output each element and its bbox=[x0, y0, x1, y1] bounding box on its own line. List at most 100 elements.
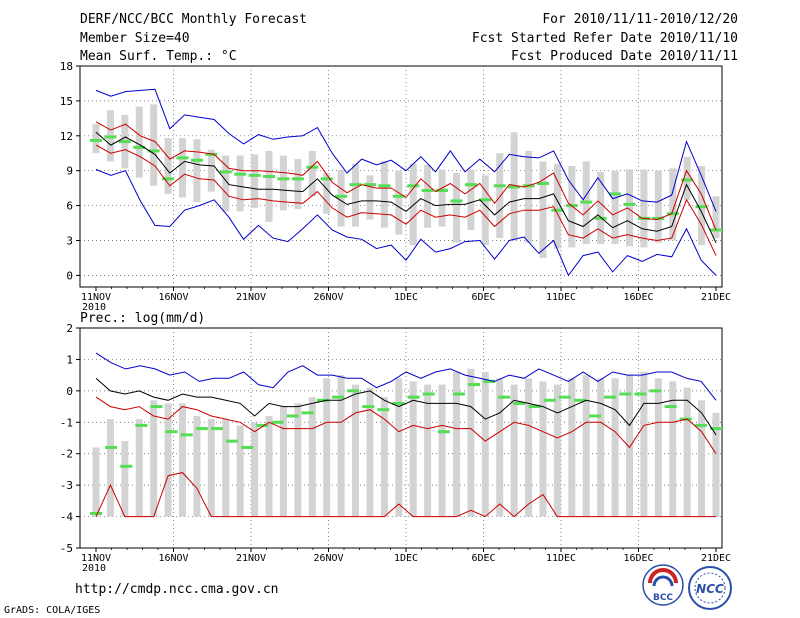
temp-xtick-year: 2010 bbox=[82, 302, 106, 313]
temp-climatology-mark bbox=[464, 183, 477, 187]
prec-range-bar bbox=[640, 372, 648, 517]
temp-climatology-mark bbox=[248, 173, 261, 177]
temp-range-bar bbox=[323, 173, 331, 214]
prec-climatology-mark bbox=[195, 427, 208, 431]
prec-ytick-label: -5 bbox=[60, 542, 73, 555]
temp-range-bar bbox=[337, 169, 345, 227]
prec-climatology-mark bbox=[286, 414, 299, 418]
temp-range-bar bbox=[164, 138, 172, 194]
temp-climatology-mark bbox=[349, 183, 362, 187]
temp-range-bar bbox=[294, 159, 302, 210]
temp-range-bar bbox=[265, 150, 273, 222]
temp-frame bbox=[79, 65, 723, 288]
prec-climatology-mark bbox=[226, 439, 239, 443]
prec-climatology-mark bbox=[347, 389, 360, 393]
temp-climatology-mark bbox=[133, 145, 146, 149]
temp-climatology-mark bbox=[450, 199, 463, 203]
temp-series-lower bbox=[95, 144, 717, 256]
temp-range-bar bbox=[597, 171, 605, 244]
temp-ytick-label: 3 bbox=[66, 234, 73, 247]
prec-range-bar bbox=[409, 381, 417, 517]
member-size-label: Member Size=40 bbox=[80, 31, 190, 46]
prec-climatology-mark bbox=[165, 430, 178, 434]
prec-climatology-mark bbox=[528, 405, 541, 409]
temp-range-bar bbox=[438, 169, 446, 227]
prec-climatology-mark bbox=[392, 401, 405, 405]
prec-climatology-mark bbox=[619, 392, 632, 396]
temp-range-bar bbox=[467, 169, 475, 231]
temp-climatology-mark bbox=[291, 177, 304, 181]
temp-climatology-mark bbox=[176, 156, 189, 160]
prec-range-bar bbox=[352, 384, 360, 517]
prec-climatology-mark bbox=[422, 392, 435, 396]
prec-climatology-mark bbox=[468, 383, 481, 387]
prec-climatology-mark bbox=[589, 414, 602, 418]
prec-range-bar bbox=[438, 384, 446, 517]
prec-range-bar bbox=[279, 406, 287, 517]
temp-range-bar bbox=[424, 164, 432, 228]
temp-range-bar bbox=[352, 163, 360, 227]
prec-climatology-mark bbox=[558, 395, 571, 399]
prec-climatology-mark bbox=[634, 392, 647, 396]
prec-range-bar bbox=[323, 378, 331, 517]
temp-range-bar bbox=[712, 196, 720, 239]
prec-series-max bbox=[95, 352, 717, 401]
temp-series-min bbox=[95, 169, 717, 277]
prec-climatology-mark bbox=[452, 392, 465, 396]
temp-climatology-mark bbox=[710, 228, 722, 232]
prec-range-bar bbox=[539, 381, 547, 517]
prec-climatology-mark bbox=[710, 427, 722, 431]
temp-xtick-label: 26NOV bbox=[313, 292, 343, 303]
prec-climatology-mark bbox=[301, 411, 314, 415]
prec-climatology-mark bbox=[543, 398, 556, 402]
prec-climatology-mark bbox=[331, 395, 344, 399]
prec-range-bar bbox=[698, 400, 706, 517]
prec-ytick-label: -3 bbox=[60, 479, 73, 492]
prec-climatology-mark bbox=[483, 379, 496, 383]
prec-range-bar bbox=[625, 375, 633, 517]
prec-range-bar bbox=[164, 403, 172, 517]
prec-xtick-label: 16NOV bbox=[158, 553, 188, 564]
temp-climatology-mark bbox=[681, 178, 694, 182]
prec-climatology-mark bbox=[210, 427, 223, 431]
prec-range-bar bbox=[380, 397, 388, 517]
prec-range-bar bbox=[294, 403, 302, 517]
temp-climatology-mark bbox=[609, 192, 622, 196]
prec-climatology-mark bbox=[362, 405, 375, 409]
prec-range-bar bbox=[669, 381, 677, 517]
prec-range-bar bbox=[582, 375, 590, 517]
prec-range-bar bbox=[712, 412, 720, 517]
prec-range-bar bbox=[683, 387, 691, 517]
temp-climatology-mark bbox=[378, 184, 391, 188]
prec-xtick-year: 2010 bbox=[82, 563, 106, 574]
temp-series-mean bbox=[95, 131, 717, 244]
temp-range-bar bbox=[395, 170, 403, 235]
temp-climatology-mark bbox=[335, 194, 348, 198]
temp-range-bar bbox=[150, 104, 158, 186]
prec-climatology-mark bbox=[694, 423, 707, 427]
prec-xtick-label: 26NOV bbox=[313, 553, 343, 564]
variable-label: Mean Surf. Temp.: °C bbox=[80, 49, 237, 64]
temp-climatology-mark bbox=[407, 184, 420, 188]
temp-range-bar bbox=[207, 149, 215, 192]
source-url[interactable]: http://cmdp.ncc.cma.gov.cn bbox=[75, 582, 279, 597]
prec-xtick-label: 21DEC bbox=[701, 553, 731, 564]
prec-series-lower_band bbox=[95, 396, 717, 454]
temp-range-bar bbox=[611, 170, 619, 244]
temp-climatology-mark bbox=[551, 208, 564, 212]
prec-range-bar bbox=[135, 419, 143, 517]
temp-climatology-mark bbox=[479, 198, 492, 202]
precipitation-panel: -5 -4 -3 -2 -1 0 1 2 11NOV 16NOV 21NOV 26NOV 1DEC 6DE… bbox=[60, 322, 731, 574]
prec-climatology-mark bbox=[437, 430, 450, 434]
temp-xtick-label: 11DEC bbox=[546, 292, 576, 303]
prec-range-bar bbox=[92, 447, 100, 517]
produced-date-label: Fcst Produced Date 2010/11/11 bbox=[511, 49, 738, 64]
temp-range-bar bbox=[452, 173, 460, 243]
prec-climatology-mark bbox=[256, 423, 269, 427]
temp-range-bar bbox=[308, 150, 316, 197]
prec-climatology-mark bbox=[135, 423, 148, 427]
temp-range-bar bbox=[625, 169, 633, 247]
temp-climatology-mark bbox=[306, 165, 319, 169]
temp-series-max bbox=[95, 88, 717, 212]
